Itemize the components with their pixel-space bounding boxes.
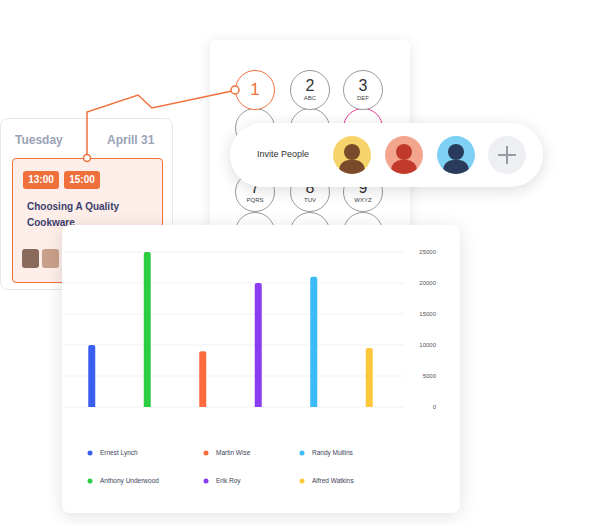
y-tick-label: 20000 [419, 280, 436, 286]
event-end: 15:00 [64, 171, 100, 189]
legend-label: Ernest Lynch [100, 449, 138, 457]
grid-line [64, 252, 404, 253]
dial-letters: ABC [291, 95, 329, 102]
avatar-person [443, 160, 469, 174]
dial-key: 3DEF [343, 70, 383, 110]
bar [88, 345, 95, 407]
avatar-person [448, 144, 464, 160]
invite-label: Invite People [257, 149, 309, 159]
avatar [333, 136, 371, 174]
legend-label: Martin Wise [216, 449, 251, 456]
avatar-person [339, 160, 365, 174]
legend-label: Anthony Underwood [100, 477, 159, 485]
dial-digit: 1 [236, 81, 274, 99]
bar [310, 277, 317, 407]
add-button[interactable] [488, 136, 526, 174]
dial-letters: TUV [291, 197, 329, 204]
connector-dot [84, 155, 91, 162]
avatar [385, 136, 423, 174]
dial-digit: 2 [291, 77, 329, 95]
y-tick-label: 10000 [419, 342, 436, 348]
legend-label: Randy Mullins [312, 449, 354, 457]
connector-dot [231, 86, 239, 94]
invite-card: Invite People [230, 123, 543, 187]
y-tick-label: 5000 [423, 373, 437, 379]
avatar-person [396, 144, 412, 160]
legend-dot [300, 451, 305, 456]
grid-line [64, 283, 404, 284]
calendar-day: Tuesday [15, 133, 63, 147]
dial-letters: PQRS [236, 197, 274, 204]
avatar [437, 136, 475, 174]
grid-line [64, 345, 404, 346]
chart: 0 5000 10000 15000 20000 25000 Ernest Lynch Ant… [62, 225, 460, 513]
grid-line [64, 376, 404, 377]
legend-label: Erik Roy [216, 477, 241, 485]
legend-dot [88, 479, 93, 484]
connector-line [87, 91, 232, 158]
legend: Ernest Lynch Anthony Underwood Martin Wise… [88, 449, 355, 485]
event-start: 13:00 [23, 171, 59, 189]
legend-dot [88, 451, 93, 456]
event-avatar [22, 249, 39, 268]
avatar-person [391, 160, 417, 174]
plus-v [506, 146, 508, 164]
bars [88, 252, 373, 407]
legend-dot [300, 479, 305, 484]
bar [144, 252, 151, 407]
dial-letters: DEF [344, 95, 382, 102]
avatar-person [344, 144, 360, 160]
legend-label: Alfred Watkins [312, 477, 354, 484]
dial-letters: WXYZ [344, 197, 382, 204]
dial-key: 2ABC [290, 70, 330, 110]
dial-digit: 3 [344, 77, 382, 95]
chart-card: 0 5000 10000 15000 20000 25000 Ernest Lynch Ant… [62, 225, 460, 513]
y-tick-label: 25000 [419, 249, 436, 255]
grid-line [64, 407, 404, 408]
bar [255, 283, 262, 407]
calendar-date: Aprill 31 [107, 133, 154, 147]
y-tick-label: 15000 [419, 311, 436, 317]
bar [366, 348, 373, 407]
event-avatar [42, 249, 59, 268]
dial-key: 1 [235, 70, 275, 110]
legend-dot [204, 479, 209, 484]
bar [199, 351, 206, 407]
legend-dot [204, 451, 209, 456]
y-tick-label: 0 [433, 404, 437, 410]
grid-line [64, 314, 404, 315]
